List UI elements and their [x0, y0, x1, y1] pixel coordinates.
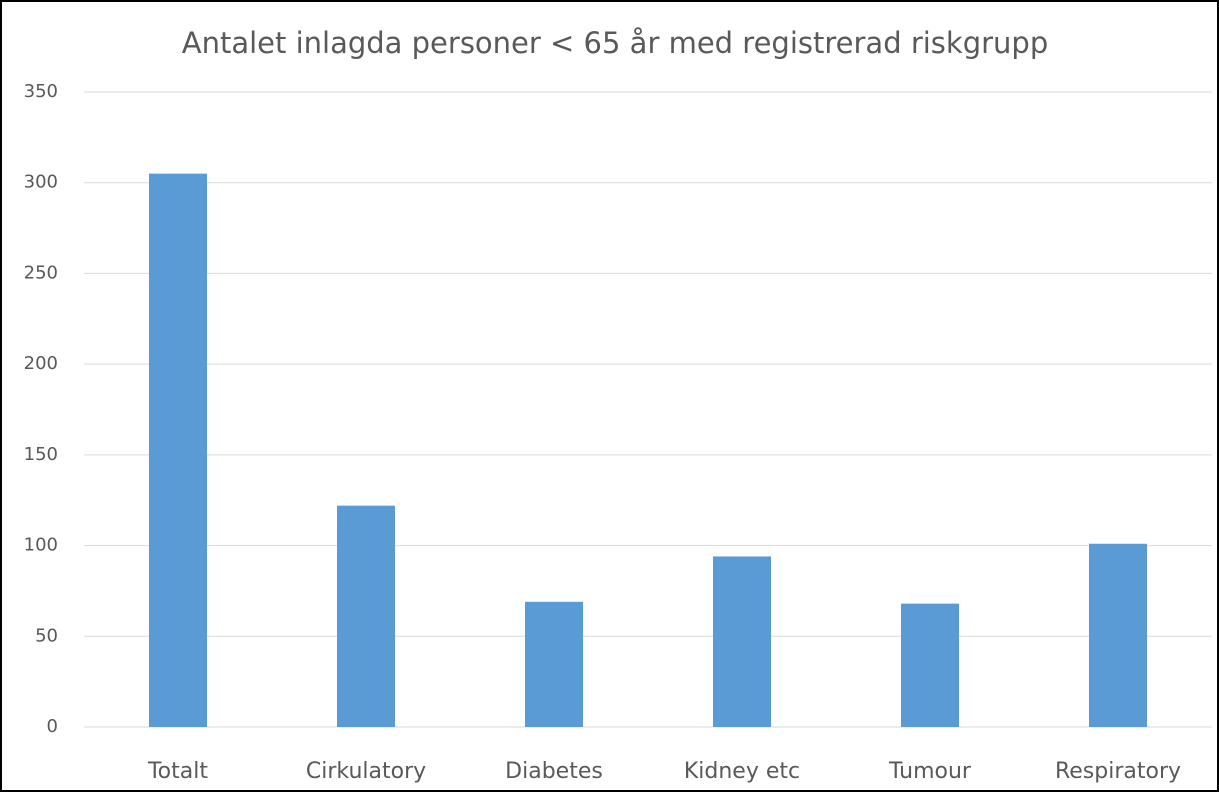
x-tick-label: Diabetes [505, 759, 603, 784]
y-tick-label: 250 [24, 262, 58, 283]
x-tick-label: Totalt [147, 759, 208, 784]
x-tick-label: Tumour [888, 759, 972, 784]
x-tick-label: Cirkulatory [306, 759, 426, 784]
bar [337, 505, 395, 727]
y-tick-label: 350 [24, 81, 58, 102]
x-tick-label: Kidney etc [684, 759, 800, 784]
y-tick-label: 100 [24, 535, 58, 556]
bar [713, 556, 771, 727]
bar [1089, 543, 1147, 727]
y-tick-label: 50 [35, 625, 58, 646]
chart-title: Antalet inlagda personer < 65 år med reg… [182, 26, 1049, 60]
bar [525, 601, 583, 727]
bar [901, 603, 959, 727]
bar [149, 173, 207, 728]
y-tick-label: 300 [24, 172, 58, 193]
x-tick-label: Respiratory [1055, 759, 1181, 784]
y-tick-label: 150 [24, 444, 58, 465]
y-tick-label: 200 [24, 353, 58, 374]
y-tick-label: 0 [47, 716, 58, 737]
